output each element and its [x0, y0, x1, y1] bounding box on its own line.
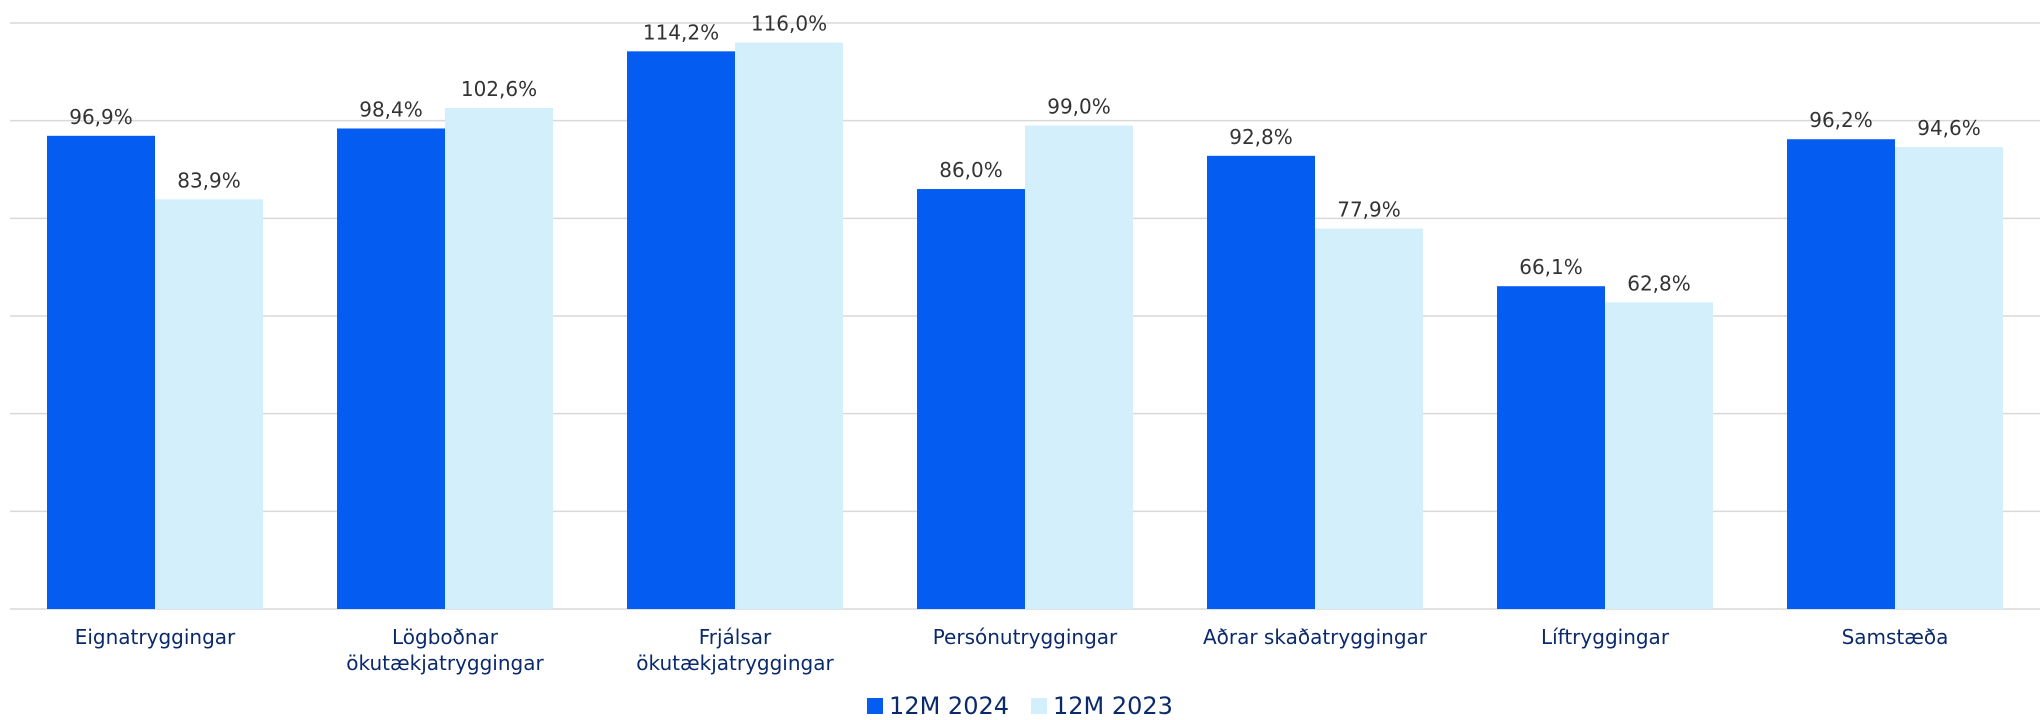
x-tick-label: Eignatryggingar — [74, 625, 236, 649]
bar — [1605, 302, 1713, 609]
bar — [1787, 139, 1895, 609]
data-label: 96,9% — [69, 105, 133, 129]
bar — [1315, 228, 1423, 610]
data-label: 83,9% — [177, 168, 241, 192]
bar — [1207, 155, 1315, 609]
data-label: 99,0% — [1047, 95, 1111, 119]
x-tick-label: Lögboðnar ökutækjatryggingar — [346, 625, 544, 675]
data-label: 116,0% — [751, 12, 827, 36]
bar — [337, 128, 445, 610]
data-label: 62,8% — [1627, 271, 1691, 295]
data-label: 98,4% — [359, 97, 423, 121]
x-tick-label: Samstæða — [1841, 625, 1949, 649]
legend-item: 12M 2023 — [1031, 692, 1173, 720]
x-tick-label: Aðrar skaðatryggingar — [1202, 625, 1428, 649]
legend-swatch — [1031, 698, 1047, 714]
data-label: 94,6% — [1917, 116, 1981, 140]
data-label: 86,0% — [939, 158, 1003, 182]
legend-label: 12M 2024 — [889, 692, 1009, 720]
data-label: 77,9% — [1337, 198, 1401, 222]
data-label: 102,6% — [461, 77, 537, 101]
bar — [47, 135, 155, 609]
x-tick-label: Persónutryggingar — [932, 625, 1118, 649]
bar — [445, 107, 553, 609]
bar — [1497, 286, 1605, 609]
data-label: 92,8% — [1229, 125, 1293, 149]
plot: 96,9% 83,9% 98,4% 102,6% 114,2% 116,0% 86,0% 99… — [10, 12, 2040, 610]
bar — [627, 51, 735, 609]
data-label: 66,1% — [1519, 255, 1583, 279]
bar — [1895, 147, 2003, 609]
legend-label: 12M 2023 — [1053, 692, 1173, 720]
data-label: 114,2% — [643, 20, 719, 44]
x-tick-label: Líftryggingar — [1540, 625, 1670, 649]
legend-swatch — [867, 698, 884, 714]
legend: 12M 2024 12M 2023 — [0, 692, 2040, 720]
bar — [917, 189, 1025, 610]
bar — [1025, 125, 1133, 610]
data-label: 96,2% — [1809, 108, 1873, 132]
bar — [735, 42, 843, 610]
bar — [155, 199, 263, 609]
x-tick-label: Frjálsar ökutækjatryggingar — [636, 625, 834, 675]
legend-item: 12M 2024 — [867, 692, 1009, 720]
